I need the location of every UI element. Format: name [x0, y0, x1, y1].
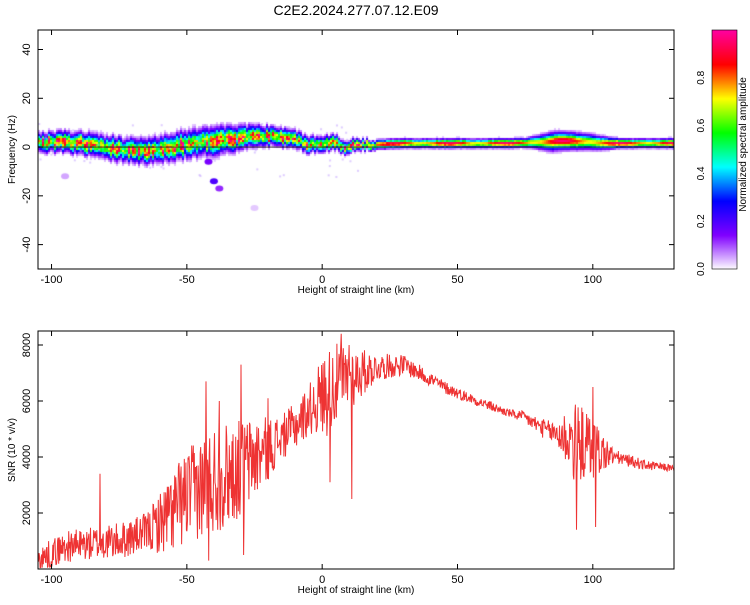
heatmap-x-tick-label: -50	[179, 274, 195, 286]
snr-y-tick-label: 8000	[21, 333, 33, 357]
heatmap-image	[38, 30, 674, 269]
snr-y-axis-label: SNR (10 * v/v)	[7, 418, 18, 482]
snr-x-tick-label: 50	[451, 574, 463, 586]
colorbar-tick-label: 0.4	[696, 166, 707, 180]
snr-frame	[37, 330, 675, 570]
snr-x-tick-label: -100	[41, 574, 63, 586]
colorbar-tick-label: 0.8	[696, 70, 707, 84]
heatmap-x-tick-label: -100	[41, 274, 63, 286]
colorbar-label: Normalized spectral amplitude	[738, 77, 749, 212]
heatmap-x-tick-label: 0	[319, 274, 325, 286]
heatmap-x-axis-label: Height of straight line (km)	[298, 285, 415, 296]
heatmap-frame	[37, 29, 675, 270]
heatmap-y-axis-label: Frequency (Hz)	[7, 115, 18, 184]
heatmap-y-tick-label: 20	[21, 92, 33, 104]
snr-x-tick-label: 0	[319, 574, 325, 586]
snr-x-tick-label: -50	[179, 574, 195, 586]
snr-y-tick-label: 4000	[21, 445, 33, 469]
colorbar-frame	[711, 29, 738, 270]
heatmap-y-tick-label: 40	[21, 43, 33, 55]
colorbar-tick-label: 0.6	[696, 118, 707, 132]
heatmap-x-tick-label: 50	[451, 274, 463, 286]
figure-title: C2E2.2024.277.07.12.E09	[273, 2, 438, 18]
snr-y-tick-label: 6000	[21, 389, 33, 413]
heatmap-y-tick-label: 0	[21, 144, 33, 150]
heatmap-y-tick-label: -20	[21, 188, 33, 204]
heatmap-y-tick-label: -40	[21, 237, 33, 253]
colorbar-tick-label: 0.2	[696, 214, 707, 228]
snr-y-tick-label: 2000	[21, 501, 33, 525]
colorbar-tick-label: 0.0	[696, 262, 707, 276]
snr-x-tick-label: 100	[584, 574, 602, 586]
heatmap-x-tick-label: 100	[584, 274, 602, 286]
snr-series-line	[38, 333, 674, 569]
colorbar-gradient	[712, 30, 737, 269]
snr-x-axis-label: Height of straight line (km)	[298, 585, 415, 596]
